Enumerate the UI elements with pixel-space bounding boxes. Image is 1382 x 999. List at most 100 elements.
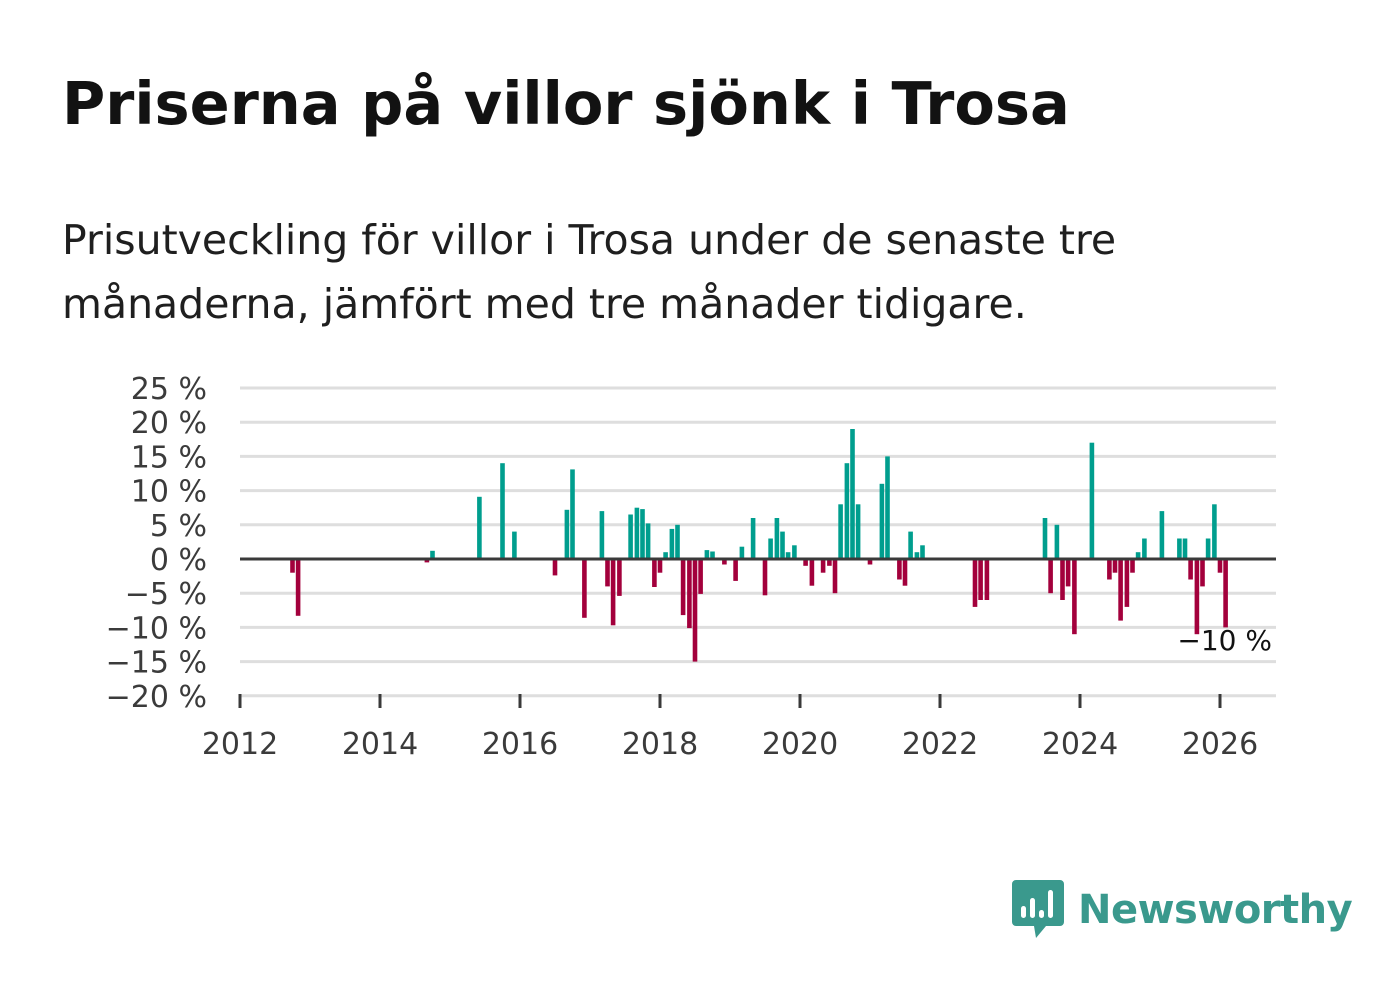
brand-logo: Newsworthy (1012, 878, 1353, 942)
bar (972, 559, 978, 607)
bar (803, 559, 808, 566)
y-tick-label: −5 % (125, 577, 207, 612)
bar (809, 559, 815, 586)
chart-subtitle: Prisutveckling för villor i Trosa under … (62, 216, 1117, 328)
bar (855, 504, 861, 559)
bar (582, 559, 587, 618)
bar (634, 507, 640, 559)
bar (1142, 538, 1147, 559)
bar (1194, 559, 1200, 635)
bar (663, 552, 668, 559)
x-tick-label: 2024 (1042, 727, 1118, 762)
newsworthy-logo-icon (1012, 880, 1064, 938)
bar (885, 456, 890, 559)
bar (617, 559, 622, 596)
bar (1130, 559, 1135, 573)
latest-value-label: −10 % (1177, 624, 1272, 657)
bar (774, 518, 780, 559)
bar (785, 552, 791, 559)
bar (512, 531, 517, 559)
bar (657, 559, 663, 573)
chart-title: Priserna på villor sjönk i Trosa (62, 69, 1070, 138)
bar (1118, 559, 1123, 621)
bar (290, 559, 295, 573)
bar (867, 559, 873, 565)
bar (820, 559, 826, 573)
bar (978, 559, 983, 600)
bar (1135, 552, 1141, 559)
x-tick-label: 2014 (342, 727, 418, 762)
y-tick-label: −15 % (106, 646, 207, 681)
bar (984, 559, 990, 600)
bar (1200, 559, 1205, 587)
bar (1112, 559, 1118, 573)
bar (1060, 559, 1065, 600)
bar (850, 429, 855, 559)
bar (1054, 524, 1060, 559)
bar (1205, 538, 1211, 559)
x-tick-label: 2018 (622, 727, 698, 762)
bar (675, 524, 680, 559)
bar (750, 518, 756, 559)
bar (698, 559, 703, 594)
bar (424, 559, 430, 563)
bar (552, 559, 558, 576)
bar (680, 559, 686, 616)
bar (908, 531, 913, 559)
bar (1223, 559, 1228, 628)
bar (687, 559, 692, 629)
bar (1188, 559, 1193, 580)
bar (599, 511, 605, 559)
bar (1217, 559, 1223, 573)
bar (827, 559, 832, 566)
bar (902, 559, 908, 586)
bar (838, 504, 843, 559)
bar (1042, 518, 1048, 559)
bar (1065, 559, 1071, 587)
bar (652, 559, 657, 587)
bar (844, 463, 850, 559)
bar (477, 496, 482, 559)
bar (564, 509, 570, 559)
bar (1048, 559, 1053, 594)
bars (290, 429, 1228, 662)
y-tick-label: 25 % (131, 372, 207, 407)
bar (1182, 538, 1188, 559)
bar (628, 514, 633, 559)
bar (605, 559, 610, 587)
y-tick-label: 5 % (150, 509, 207, 544)
bar (640, 509, 645, 559)
bar (570, 469, 575, 559)
bar (914, 552, 920, 559)
bar (1107, 559, 1112, 580)
x-tick-label: 2026 (1182, 727, 1258, 762)
bar (710, 551, 715, 559)
bar (692, 559, 698, 662)
x-tick-label: 2020 (762, 727, 838, 762)
bar (780, 531, 785, 559)
x-axis-ticks: 2012 2014 2016 2018 2020 2022 2024 2026 (202, 694, 1258, 762)
bar (1089, 442, 1095, 559)
x-tick-label: 2022 (902, 727, 978, 762)
y-tick-label: 0 % (150, 543, 207, 578)
bar (295, 559, 301, 616)
bar (920, 545, 925, 559)
bar (430, 550, 435, 559)
bar (768, 538, 773, 559)
bar (704, 550, 710, 559)
x-tick-label: 2012 (202, 727, 278, 762)
bar (1072, 559, 1077, 635)
bar (1159, 511, 1165, 559)
bar (722, 559, 727, 565)
bar (739, 546, 745, 559)
bar (1177, 538, 1182, 559)
y-tick-label: −20 % (106, 680, 207, 715)
bar (500, 463, 505, 559)
bar (832, 559, 838, 594)
bar (645, 523, 651, 559)
y-tick-label: 20 % (131, 406, 207, 441)
y-tick-label: 10 % (131, 475, 207, 510)
bar (669, 528, 675, 559)
bar (1124, 559, 1130, 607)
